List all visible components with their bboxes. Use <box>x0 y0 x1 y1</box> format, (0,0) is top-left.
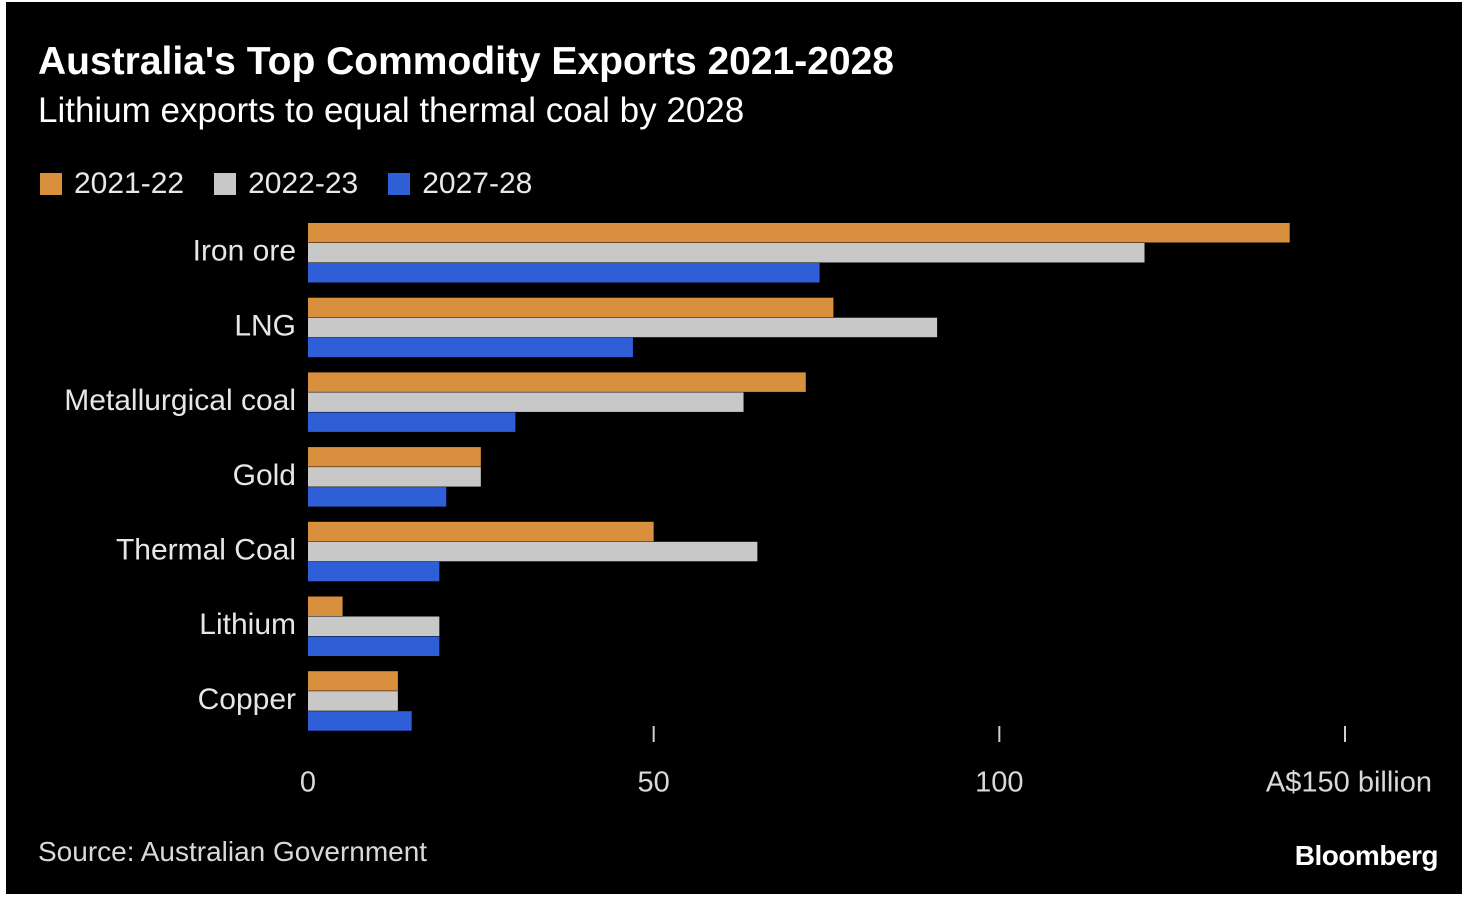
category-label-gold: Gold <box>233 459 296 492</box>
category-label-iron-ore: Iron ore <box>193 235 296 268</box>
category-label-lithium: Lithium <box>199 608 296 641</box>
bar-iron-ore-2027-28 <box>308 263 820 283</box>
brand-logo: Bloomberg <box>1294 840 1439 871</box>
chart-subtitle: Lithium exports to equal thermal coal by… <box>38 91 745 130</box>
legend: 2021-22 2022-23 2027-28 <box>40 167 562 201</box>
bar-gold-2027-28 <box>308 487 447 507</box>
category-label-copper: Copper <box>198 683 296 716</box>
category-label-metallurgical-coal: Metallurgical coal <box>64 384 296 417</box>
bar-metallurgical-coal-2027-28 <box>308 412 516 432</box>
bar-iron-ore-2022-23 <box>308 243 1145 263</box>
bar-lithium-2022-23 <box>308 616 440 636</box>
legend-label-2021-22: 2021-22 <box>74 167 185 200</box>
category-label-thermal-coal: Thermal Coal <box>116 533 296 566</box>
legend-label-2027-28: 2027-28 <box>422 167 533 200</box>
legend-swatch-2027-28 <box>388 173 411 195</box>
x-tick-label-100: 100 <box>975 767 1023 799</box>
bar-metallurgical-coal-2022-23 <box>308 392 744 412</box>
bar-iron-ore-2021-22 <box>308 223 1290 243</box>
bar-copper-2027-28 <box>308 711 412 731</box>
x-tick-label-50: 50 <box>638 767 670 799</box>
category-label-lng: LNG <box>234 309 296 342</box>
legend-swatch-2022-23 <box>214 173 237 195</box>
bar-gold-2021-22 <box>308 447 481 467</box>
bar-lng-2027-28 <box>308 337 633 358</box>
chart-title: Australia's Top Commodity Exports 2021-2… <box>38 40 894 83</box>
bar-copper-2022-23 <box>308 691 398 711</box>
legend-item-2027-28: 2027-28 <box>388 167 532 201</box>
bar-copper-2021-22 <box>308 671 398 691</box>
legend-label-2022-23: 2022-23 <box>248 167 359 200</box>
legend-item-2021-22: 2021-22 <box>40 167 184 201</box>
x-tick-label-0: 0 <box>300 767 316 799</box>
bar-lithium-2027-28 <box>308 636 440 656</box>
bar-gold-2022-23 <box>308 467 481 487</box>
chart-card <box>6 2 1462 894</box>
legend-swatch-2021-22 <box>40 173 62 195</box>
bar-metallurgical-coal-2021-22 <box>308 372 806 392</box>
bar-lithium-2021-22 <box>308 596 343 616</box>
x-tick-label-150: A$150 billion <box>1266 767 1432 799</box>
bar-lng-2021-22 <box>308 297 834 318</box>
bar-thermal-coal-2021-22 <box>308 521 654 542</box>
bar-lng-2022-23 <box>308 317 938 338</box>
legend-item-2022-23: 2022-23 <box>214 167 358 201</box>
source-note: Source: Australian Government <box>38 836 428 867</box>
bar-thermal-coal-2027-28 <box>308 561 440 582</box>
bar-thermal-coal-2022-23 <box>308 541 758 562</box>
